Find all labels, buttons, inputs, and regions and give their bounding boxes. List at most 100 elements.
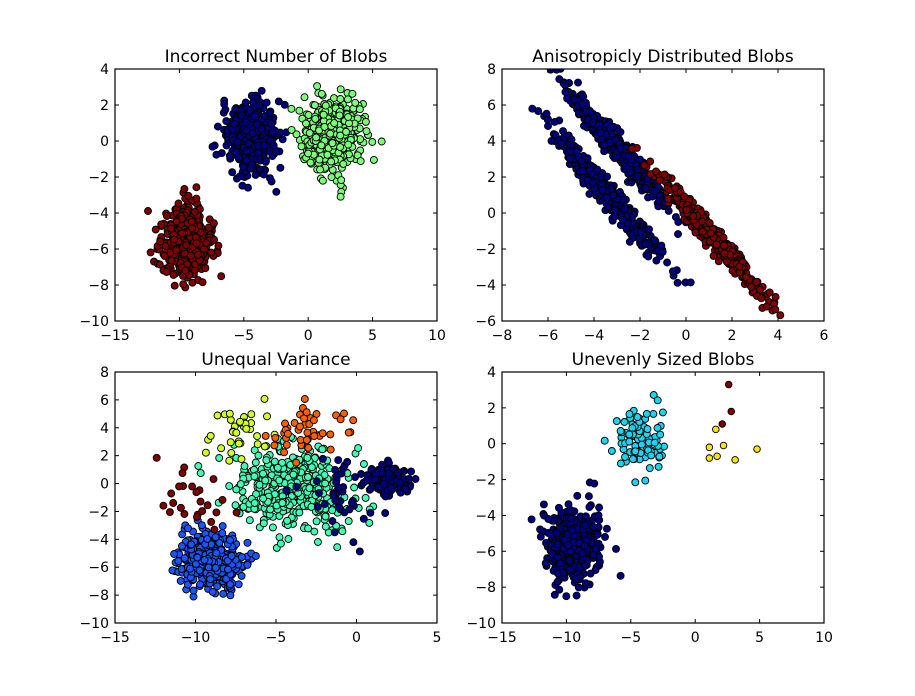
point bbox=[237, 455, 246, 464]
x-tick-label: 10 bbox=[815, 630, 833, 646]
point bbox=[254, 451, 263, 460]
point bbox=[326, 430, 335, 439]
point bbox=[209, 475, 218, 484]
point bbox=[304, 473, 312, 482]
y-tick-label: 6 bbox=[487, 98, 496, 114]
point bbox=[574, 78, 582, 87]
point bbox=[312, 477, 321, 486]
point bbox=[222, 117, 231, 126]
point bbox=[550, 117, 559, 126]
point bbox=[658, 247, 667, 256]
point bbox=[544, 515, 553, 523]
point bbox=[310, 527, 319, 536]
point bbox=[234, 580, 243, 589]
point bbox=[275, 533, 284, 542]
point bbox=[206, 575, 215, 584]
point bbox=[356, 157, 365, 166]
point bbox=[243, 538, 252, 547]
point bbox=[565, 556, 574, 565]
x-tick-label: −15 bbox=[487, 630, 517, 646]
point bbox=[386, 484, 395, 492]
point bbox=[705, 219, 714, 227]
point bbox=[594, 511, 603, 520]
point bbox=[317, 141, 326, 150]
point bbox=[234, 439, 243, 448]
point bbox=[247, 410, 256, 419]
point bbox=[177, 542, 186, 551]
y-tick-label: −4 bbox=[475, 278, 496, 294]
x-tick-label: 0 bbox=[352, 630, 361, 646]
point bbox=[354, 444, 363, 453]
point bbox=[300, 395, 309, 403]
point bbox=[196, 497, 205, 506]
point bbox=[226, 580, 235, 589]
point bbox=[278, 458, 287, 467]
point bbox=[709, 251, 718, 260]
y-tick-label: 4 bbox=[487, 134, 496, 150]
point bbox=[595, 503, 604, 512]
point bbox=[550, 590, 559, 599]
point bbox=[192, 183, 201, 192]
axes-frame bbox=[501, 371, 825, 624]
point bbox=[282, 440, 291, 449]
point bbox=[204, 223, 213, 232]
point bbox=[271, 433, 280, 442]
point bbox=[343, 457, 352, 466]
point bbox=[411, 475, 420, 483]
point bbox=[231, 105, 240, 114]
point bbox=[278, 135, 287, 144]
point bbox=[237, 571, 246, 580]
y-tick-label: 4 bbox=[100, 421, 109, 437]
y-tick-label: −10 bbox=[79, 616, 109, 632]
point bbox=[208, 142, 217, 151]
point bbox=[159, 501, 168, 510]
point bbox=[218, 495, 227, 504]
y-tick-label: 0 bbox=[100, 477, 109, 493]
point bbox=[313, 82, 322, 91]
point bbox=[344, 140, 353, 149]
point bbox=[616, 144, 625, 153]
point bbox=[643, 425, 652, 434]
point bbox=[340, 409, 348, 418]
point bbox=[555, 75, 564, 84]
point bbox=[217, 444, 226, 453]
point bbox=[179, 280, 188, 289]
y-tick-label: −2 bbox=[88, 170, 109, 186]
point bbox=[204, 563, 213, 572]
point bbox=[720, 241, 728, 250]
y-tick-label: −6 bbox=[475, 544, 496, 560]
point bbox=[771, 293, 780, 301]
point bbox=[712, 240, 721, 249]
point bbox=[637, 440, 646, 449]
y-tick-label: −4 bbox=[88, 532, 109, 548]
point bbox=[753, 445, 761, 453]
point bbox=[203, 535, 212, 543]
x-tick-label: −5 bbox=[620, 630, 641, 646]
point bbox=[336, 415, 345, 424]
point bbox=[351, 473, 360, 482]
point bbox=[584, 492, 593, 501]
point bbox=[233, 138, 242, 146]
point bbox=[731, 456, 739, 464]
y-tick-label: −4 bbox=[88, 206, 109, 222]
point bbox=[268, 128, 277, 137]
point bbox=[566, 506, 575, 515]
point bbox=[598, 185, 607, 194]
point bbox=[181, 266, 190, 275]
point bbox=[263, 412, 271, 421]
point bbox=[240, 462, 249, 471]
axes-frame bbox=[501, 68, 825, 322]
point bbox=[612, 544, 620, 553]
point bbox=[155, 260, 164, 269]
point bbox=[206, 431, 215, 440]
point bbox=[366, 508, 375, 517]
point bbox=[647, 451, 656, 460]
point bbox=[631, 447, 640, 456]
point bbox=[673, 278, 682, 287]
point bbox=[559, 568, 568, 577]
point bbox=[347, 498, 356, 507]
point bbox=[310, 101, 319, 110]
point bbox=[210, 235, 219, 244]
